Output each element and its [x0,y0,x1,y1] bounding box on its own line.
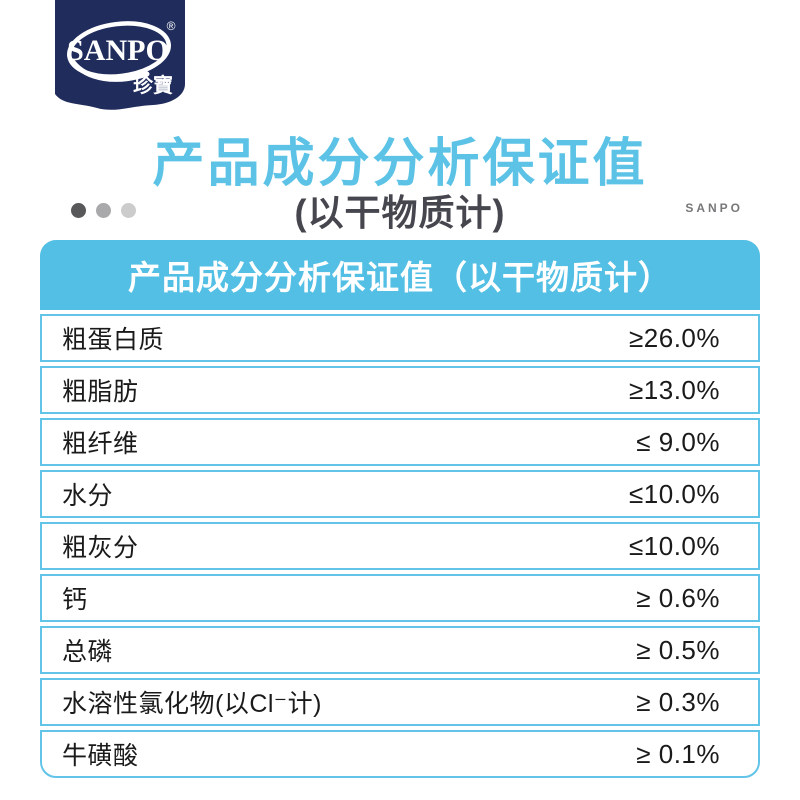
ingredient-value: ≤ 9.0% [636,426,720,457]
logo-registered-mark: ® [167,19,176,33]
ingredient-value: ≥13.0% [629,374,720,405]
table-row: 粗脂肪 ≥13.0% [40,366,760,414]
ingredient-label: 粗蛋白质 [62,326,165,354]
ingredient-label: 总磷 [62,638,114,666]
logo-sanpo-text: SANPO [67,34,169,67]
table-row: 总磷 ≥ 0.5% [40,626,760,674]
ingredient-label: 粗纤维 [62,430,139,458]
sanpo-logo-badge: SANPO ® 珍寶 [55,0,185,116]
sanpo-watermark: SANPO [685,201,743,215]
table-row: 水分 ≤10.0% [40,470,760,518]
table-row: 粗灰分 ≤10.0% [40,522,760,570]
ingredient-value: ≥ 0.6% [636,582,720,613]
logo-chinese-text: 珍寶 [133,73,173,97]
ingredient-label: 水分 [62,482,114,510]
page-subtitle: (以干物质计) [294,192,506,233]
ingredient-value: ≤10.0% [629,530,720,561]
page-title: 产品成分分析保证值 [152,135,648,193]
composition-table: 产品成分分析保证值（以干物质计） 粗蛋白质 ≥26.0% 粗脂肪 ≥13.0% … [40,240,760,778]
ingredient-label: 粗脂肪 [62,378,139,406]
ingredient-value: ≥ 0.3% [636,686,720,717]
ingredient-value: ≥ 0.1% [636,738,720,769]
table-row: 粗蛋白质 ≥26.0% [40,314,760,362]
ingredient-value: ≥ 0.5% [636,634,720,665]
sanpo-logo-icon: SANPO ® 珍寶 [55,0,185,110]
ingredient-value: ≤10.0% [629,478,720,509]
ingredient-value: ≥26.0% [629,322,720,353]
ingredient-label: 牛磺酸 [62,742,139,770]
dot-light [121,203,136,218]
table-header: 产品成分分析保证值（以干物质计） [40,240,760,310]
dot-medium [96,203,111,218]
table-row: 粗纤维 ≤ 9.0% [40,418,760,466]
ingredient-label: 钙 [62,586,88,614]
ingredient-label: 粗灰分 [62,534,139,562]
dot-dark [71,203,86,218]
dots-decoration [71,203,136,218]
table-row: 水溶性氯化物(以Cl⁻计) ≥ 0.3% [40,678,760,726]
table-row: 牛磺酸 ≥ 0.1% [40,730,760,778]
table-row: 钙 ≥ 0.6% [40,574,760,622]
ingredient-label: 水溶性氯化物(以Cl⁻计) [62,690,322,718]
